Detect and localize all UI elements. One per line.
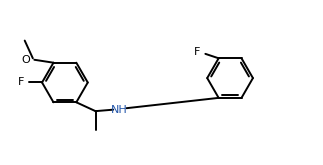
Text: F: F <box>17 78 24 87</box>
Text: F: F <box>194 47 201 57</box>
Text: O: O <box>22 55 31 65</box>
Text: NH: NH <box>111 105 128 115</box>
